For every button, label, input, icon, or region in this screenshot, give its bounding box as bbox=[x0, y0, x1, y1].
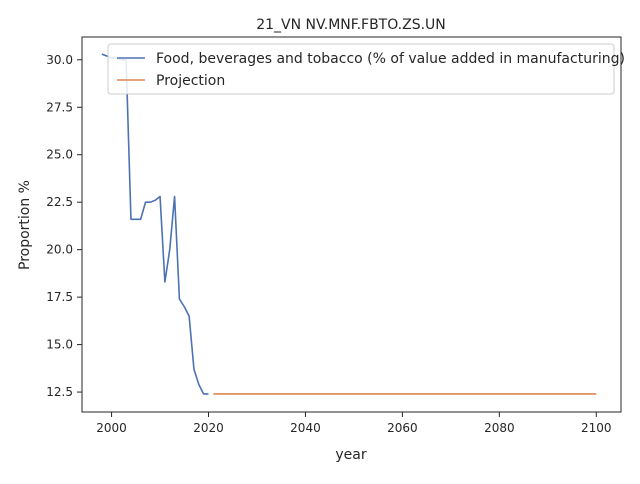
series-line-0 bbox=[101, 53, 209, 395]
legend-label-projection: Projection bbox=[156, 73, 225, 89]
series-lines bbox=[101, 53, 597, 395]
y-tick-label: 17.5 bbox=[46, 290, 73, 304]
legend-label-food-beverages-tobacco: Food, beverages and tobacco (% of value … bbox=[156, 51, 625, 67]
x-tick-label: 2000 bbox=[96, 421, 127, 435]
x-axis-ticks: 2000 2020 2040 2060 2080 2100 bbox=[96, 412, 612, 435]
x-tick-label: 2100 bbox=[581, 421, 612, 435]
plot-area bbox=[81, 36, 622, 413]
y-tick-label: 22.5 bbox=[46, 195, 73, 209]
x-tick-label: 2060 bbox=[387, 421, 418, 435]
legend-box bbox=[107, 43, 615, 95]
y-axis-label: Proportion % bbox=[17, 180, 33, 270]
y-tick-label: 30.0 bbox=[46, 53, 73, 67]
y-tick-label: 15.0 bbox=[46, 338, 73, 352]
y-tick-label: 27.5 bbox=[46, 100, 73, 114]
chart-title: 21_VN NV.MNF.FBTO.ZS.UN bbox=[256, 17, 446, 33]
y-tick-label: 25.0 bbox=[46, 148, 73, 162]
y-axis-ticks: 12.5 15.0 17.5 20.0 22.5 25.0 27.5 30.0 bbox=[46, 53, 82, 399]
legend: Food, beverages and tobacco (% of value … bbox=[107, 43, 625, 95]
x-tick-label: 2080 bbox=[484, 421, 515, 435]
x-axis-label: year bbox=[335, 447, 366, 463]
y-tick-label: 20.0 bbox=[46, 243, 73, 257]
y-tick-label: 12.5 bbox=[46, 385, 73, 399]
x-tick-label: 2020 bbox=[193, 421, 224, 435]
x-tick-label: 2040 bbox=[290, 421, 321, 435]
